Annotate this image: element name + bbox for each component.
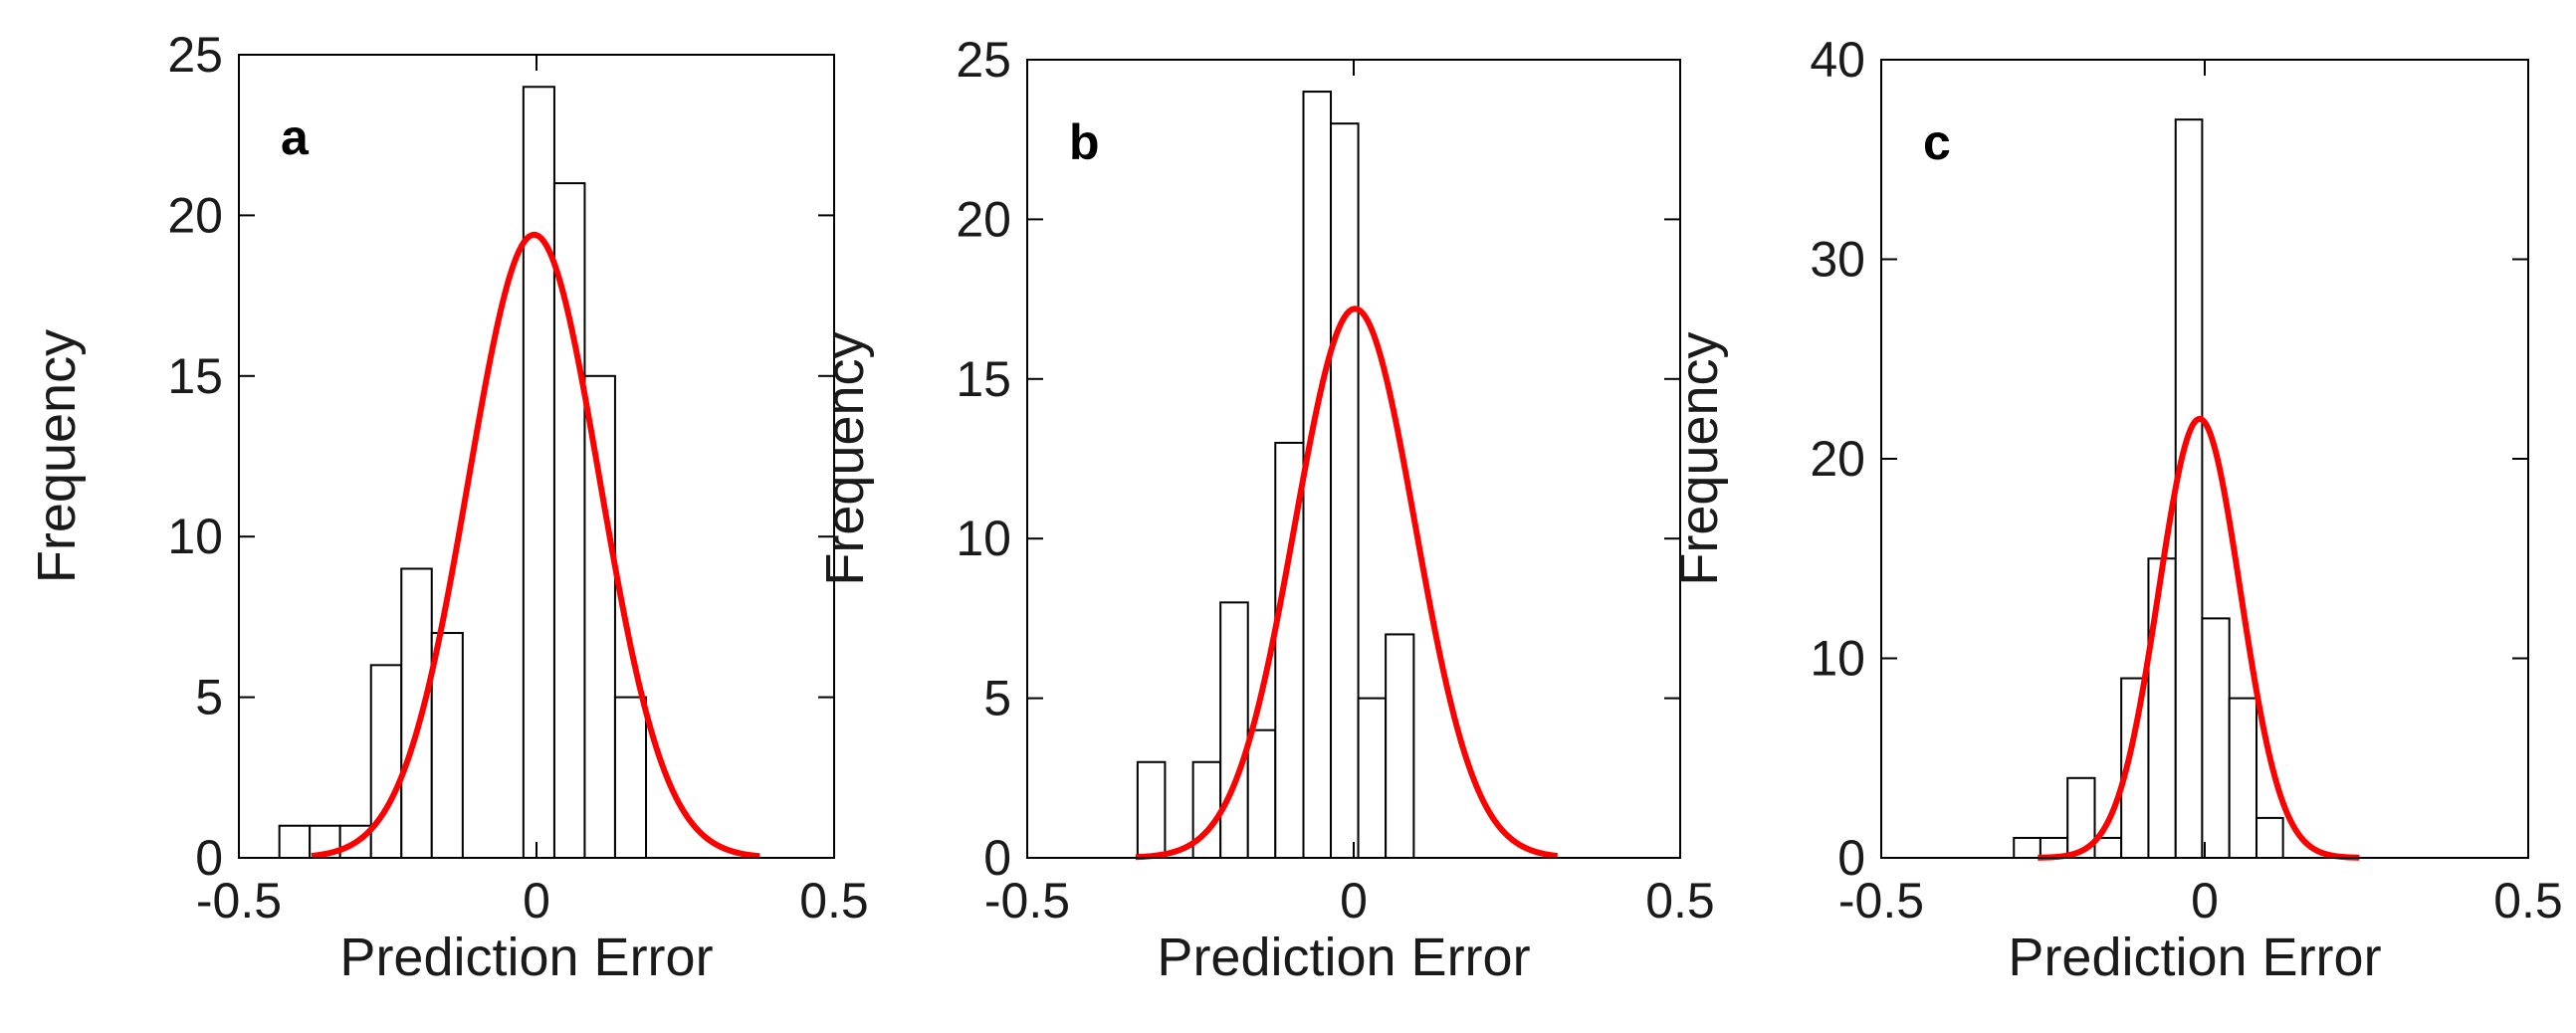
panel-letter: a [281, 109, 310, 165]
x-tick-label: -0.5 [984, 873, 1070, 929]
x-tick-label: 0.5 [2493, 873, 2563, 929]
panel-letter: c [1923, 114, 1951, 170]
histogram-bar [278, 824, 312, 859]
histogram-bar [430, 632, 464, 859]
y-tick-label: 0 [1837, 830, 1865, 886]
histogram-bar [369, 664, 403, 859]
y-axis-label: Frequency [815, 331, 875, 585]
y-tick-label: 20 [1810, 431, 1865, 487]
histogram-bar [2228, 697, 2257, 859]
y-tick-label: 5 [195, 670, 223, 725]
histogram-bar [583, 374, 616, 859]
y-axis-label: Frequency [27, 329, 87, 583]
x-tick-label: 0 [2191, 873, 2219, 929]
y-tick-label: 25 [956, 32, 1011, 88]
x-axis-label: Prediction Error [339, 928, 713, 987]
histogram-bar [522, 86, 555, 859]
y-tick-label: 0 [983, 830, 1011, 886]
y-tick-label: 15 [956, 351, 1011, 407]
x-tick-label: 0 [1340, 873, 1368, 929]
histogram-bar [1302, 91, 1333, 859]
histogram-bar [2174, 118, 2204, 859]
y-tick-label: 30 [1810, 232, 1865, 288]
x-tick-label: 0 [523, 873, 550, 929]
y-tick-label: 5 [983, 671, 1011, 726]
y-tick-label: 20 [956, 191, 1011, 247]
y-tick-label: 15 [167, 348, 223, 404]
histogram-bar [1246, 728, 1277, 859]
histogram-bar [1357, 697, 1388, 859]
histogram-bar [1330, 122, 1360, 860]
y-tick-label: 0 [195, 830, 223, 886]
y-tick-label: 10 [956, 511, 1011, 566]
y-tick-label: 20 [167, 187, 223, 243]
x-axis-label: Prediction Error [2008, 928, 2381, 987]
histogram-bar [2201, 617, 2231, 860]
normal-fit-curve [1135, 306, 1559, 861]
histogram-bar [2255, 816, 2284, 860]
histogram-bar [2147, 557, 2177, 859]
x-tick-label: 0.5 [1645, 873, 1715, 929]
histogram-bar [2066, 776, 2096, 859]
histogram-bar [400, 567, 433, 859]
y-tick-label: 40 [1810, 32, 1865, 88]
panel-letter: b [1069, 114, 1100, 170]
histogram-bar [1219, 601, 1249, 859]
y-tick-label: 25 [167, 27, 223, 83]
histogram-bar [2013, 836, 2041, 860]
x-tick-label: -0.5 [196, 873, 282, 929]
histogram-bar [613, 696, 648, 859]
x-tick-label: 0.5 [799, 873, 869, 929]
x-tick-label: -0.5 [1838, 873, 1924, 929]
histogram-bar [1136, 760, 1167, 860]
histogram-bar [1385, 633, 1415, 859]
normal-fit-curve [311, 231, 760, 860]
x-axis-label: Prediction Error [1157, 928, 1530, 987]
y-axis-label: Frequency [1669, 331, 1729, 585]
y-tick-label: 10 [167, 509, 223, 564]
normal-fit-curve [2037, 416, 2361, 861]
y-tick-label: 10 [1810, 631, 1865, 687]
